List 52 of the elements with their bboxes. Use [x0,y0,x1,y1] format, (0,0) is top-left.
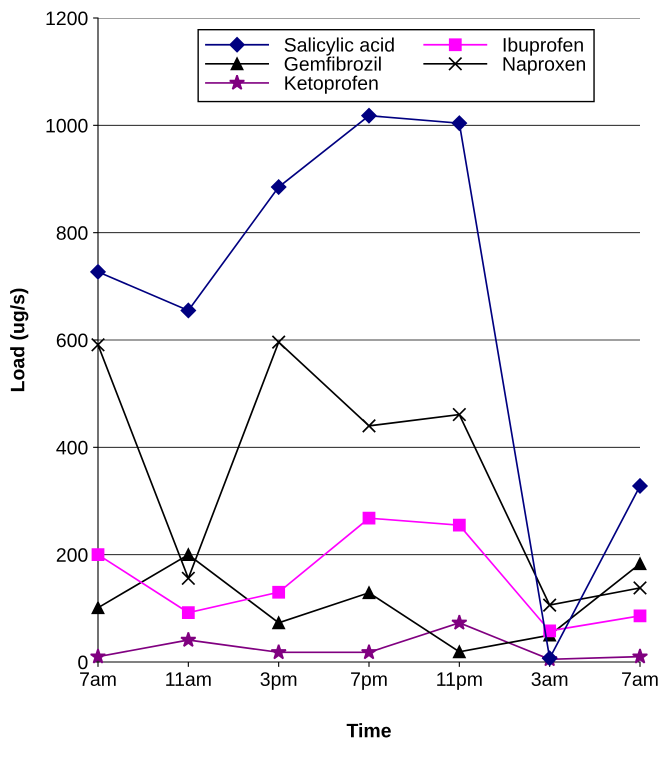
point [632,580,648,596]
x-tick-label: 11pm [437,672,482,690]
legend-label: Ibuprofen [504,37,583,56]
point [272,616,286,630]
point [90,648,106,664]
point [634,609,646,622]
x-tick-label: 11am [166,672,211,686]
point [632,478,648,494]
y-tick-label: 1200 [46,11,88,26]
y-tick-label: 200 [56,548,88,562]
point [634,557,646,570]
x-axis-title: Time [346,723,391,738]
legend-label: Gemfibrozil [284,56,381,71]
point [452,115,468,131]
y-tick-label: 600 [56,333,88,348]
point [452,645,466,658]
point [542,598,557,612]
point [270,644,287,660]
point [180,632,196,648]
y-tick-label: 400 [56,440,88,455]
point [361,108,377,124]
point [90,264,106,280]
y-axis-title: Load (ug/s) [10,288,28,392]
point [362,512,376,525]
x-tick-label: 7am [80,672,116,686]
legend-label: Ketoprofen [285,76,378,94]
point [92,548,104,562]
point [272,586,286,599]
point [270,179,286,195]
x-tick-label: 3pm [260,672,296,690]
point [182,548,195,562]
legend-label: Naproxen [504,57,586,75]
point [452,408,466,422]
x-tick-label: 7am [622,672,658,686]
point [362,418,376,433]
point [272,335,286,350]
point [451,614,468,630]
point [182,606,195,620]
y-tick-label: 800 [56,226,88,240]
x-tick-label: 3am [531,672,568,686]
point [362,586,376,600]
point [92,601,104,614]
point [180,302,196,318]
legend-label: Salicylic acid [284,37,394,56]
x-tick-label: 7pm [351,672,387,690]
y-tick-label: 1000 [46,118,88,133]
point [452,518,466,532]
point [181,571,196,586]
point [360,644,378,660]
y-tick-label: 0 [78,655,88,670]
point [90,338,106,352]
point [632,648,648,664]
